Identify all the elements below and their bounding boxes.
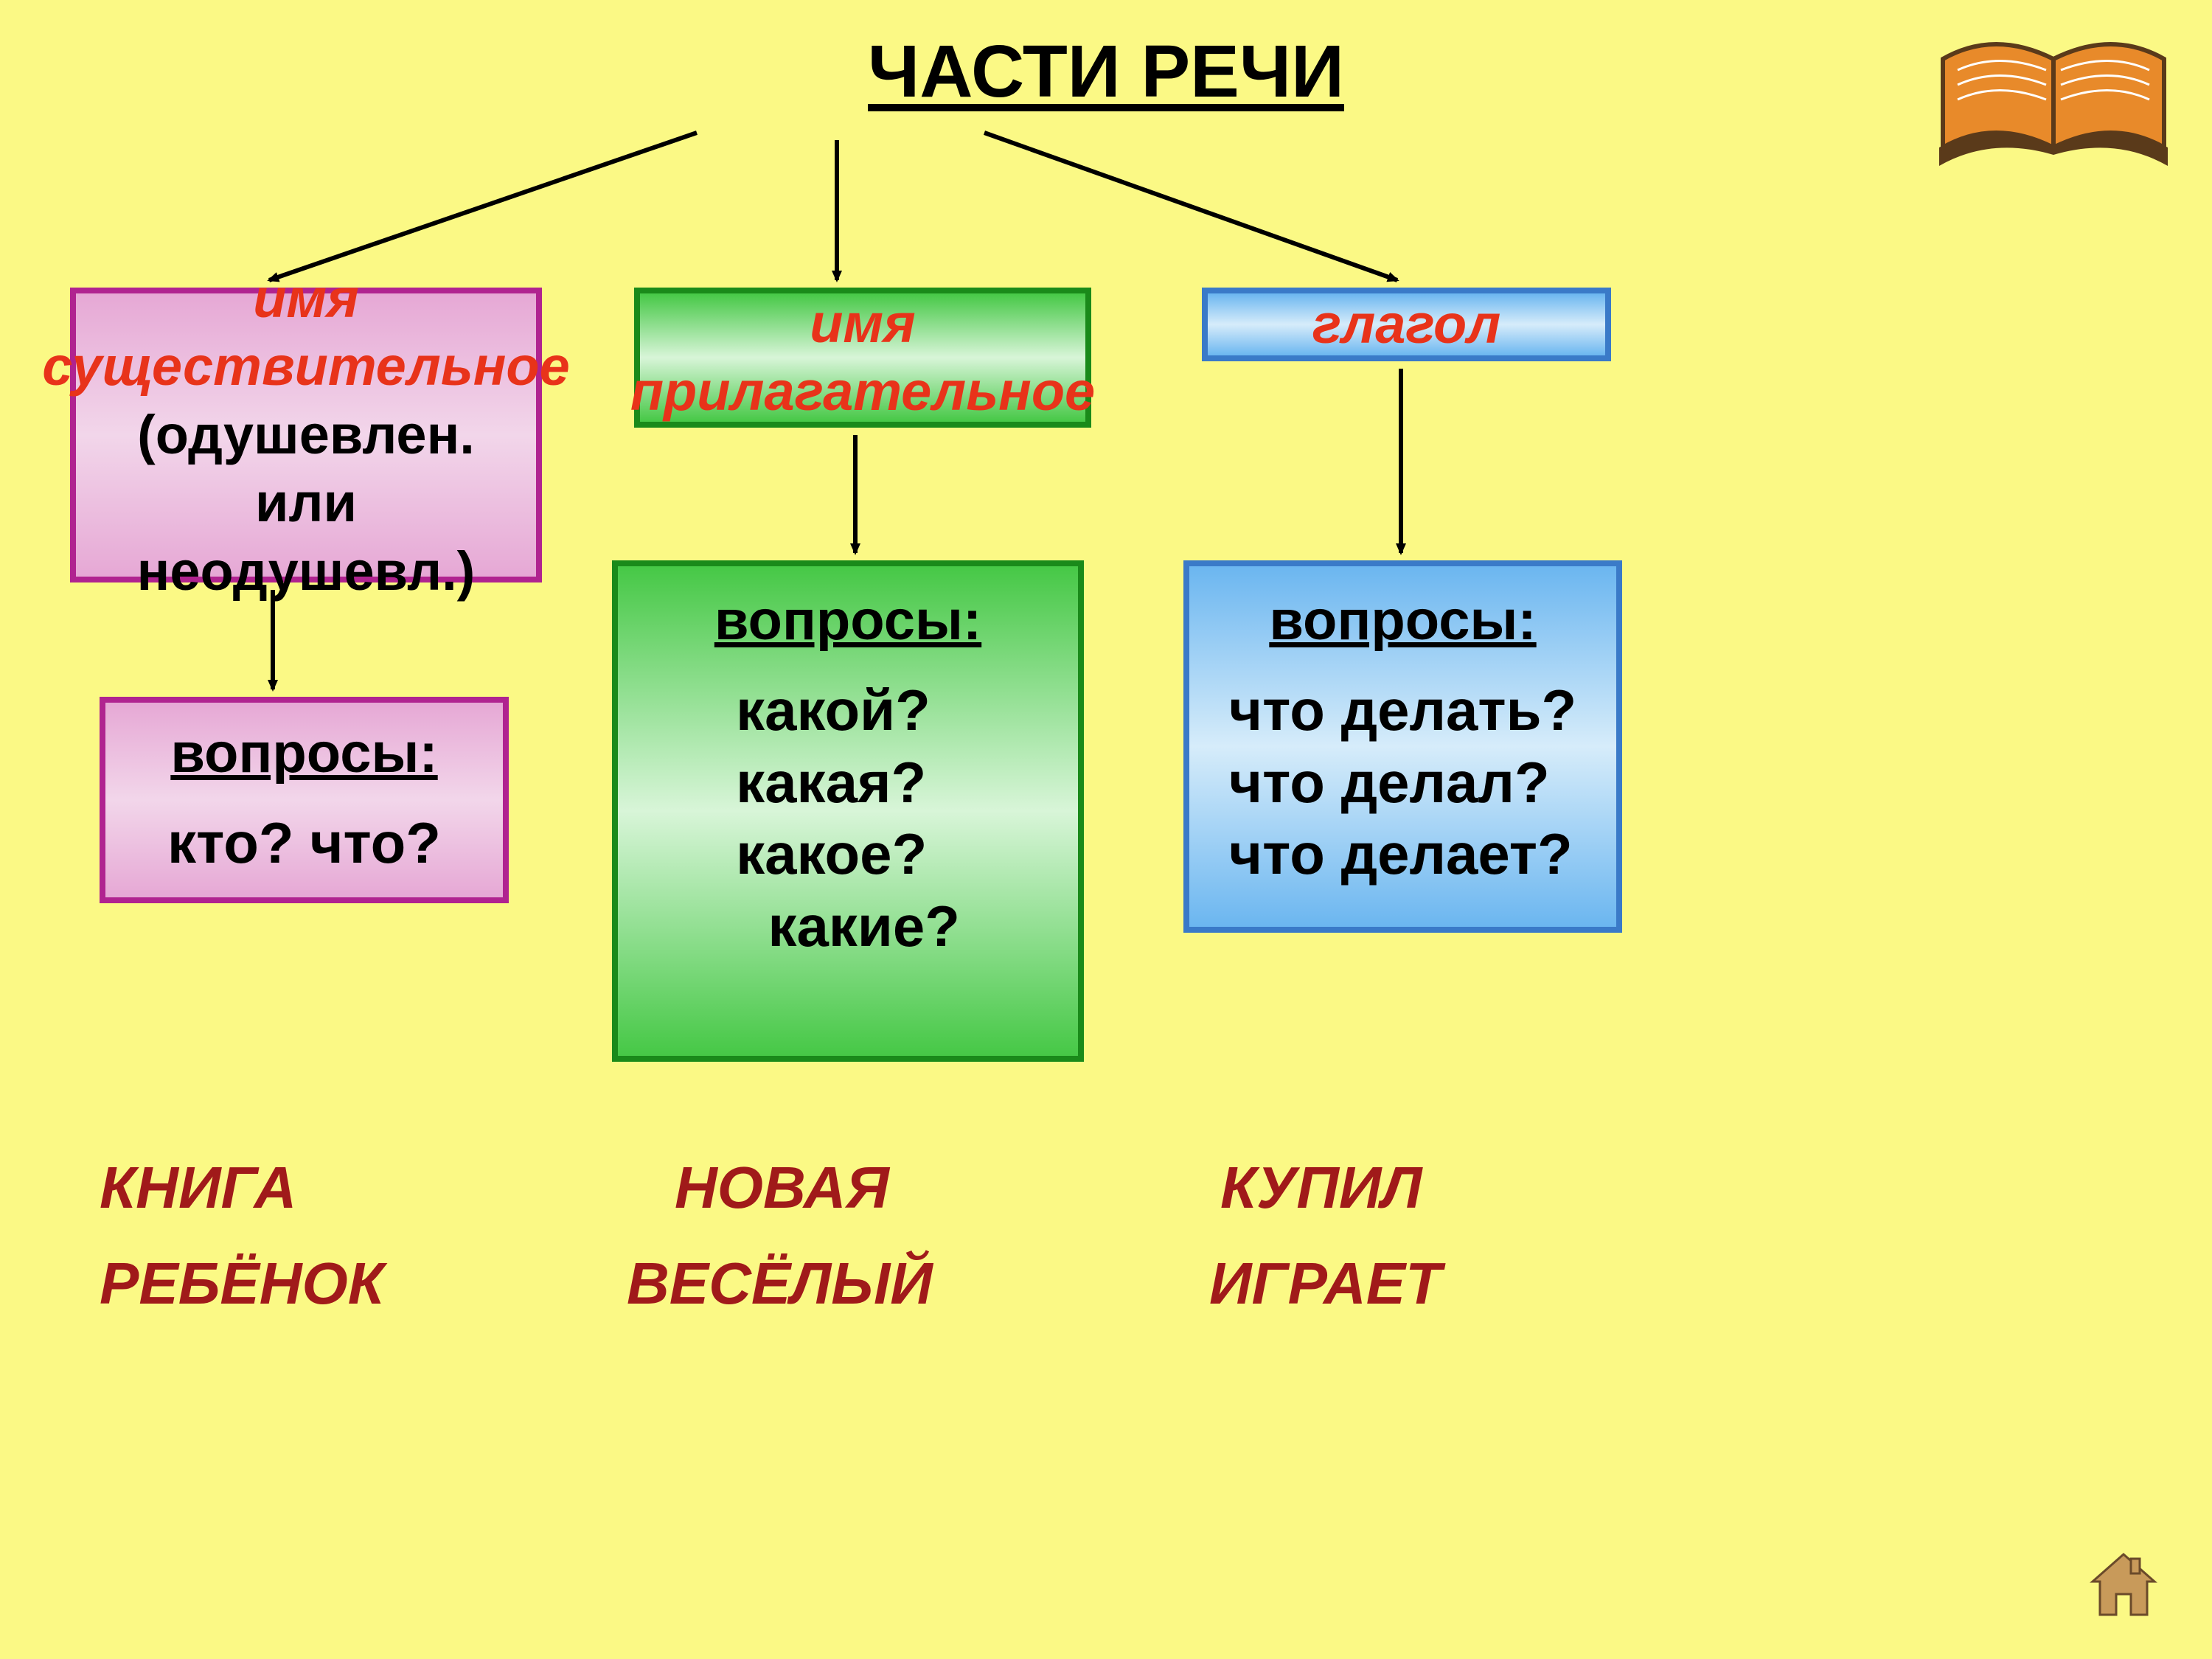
example-noun-1: КНИГА xyxy=(100,1154,296,1222)
adj-q-title: вопросы: xyxy=(714,588,981,653)
adj-head-red: имя прилагательное xyxy=(630,290,1095,426)
adj-questions-box: вопросы: какой? какая? какое? какие? xyxy=(612,560,1084,1062)
verb-head-box: глагол xyxy=(1202,288,1611,361)
noun-head-sub: (одушевлен. или неодушевл.) xyxy=(87,401,525,606)
noun-head-box: имя существительное (одушевлен. или неод… xyxy=(70,288,542,582)
verb-questions-box: вопросы: что делать? что делал? что дела… xyxy=(1183,560,1622,933)
adj-q-text: какой? какая? какое? какие? xyxy=(736,675,960,962)
example-verb-1: КУПИЛ xyxy=(1220,1154,1422,1222)
example-adj-2: ВЕСЁЛЫЙ xyxy=(627,1250,933,1318)
verb-head-red: глагол xyxy=(1312,291,1501,359)
noun-q-title: вопросы: xyxy=(170,721,437,785)
example-adj-1: НОВАЯ xyxy=(675,1154,889,1222)
noun-head-red: имя существительное xyxy=(42,265,570,401)
example-verb-2: ИГРАЕТ xyxy=(1209,1250,1441,1318)
book-icon xyxy=(1924,22,2183,192)
page-title: ЧАСТИ РЕЧИ xyxy=(868,29,1344,114)
adj-head-box: имя прилагательное xyxy=(634,288,1091,428)
home-icon[interactable] xyxy=(2087,1548,2160,1622)
verb-q-title: вопросы: xyxy=(1269,588,1536,653)
verb-q-text: что делать? что делал? что делает? xyxy=(1229,675,1576,891)
example-noun-2: РЕБЁНОК xyxy=(100,1250,384,1318)
noun-q-text: кто? что? xyxy=(167,807,441,880)
noun-questions-box: вопросы: кто? что? xyxy=(100,697,509,903)
